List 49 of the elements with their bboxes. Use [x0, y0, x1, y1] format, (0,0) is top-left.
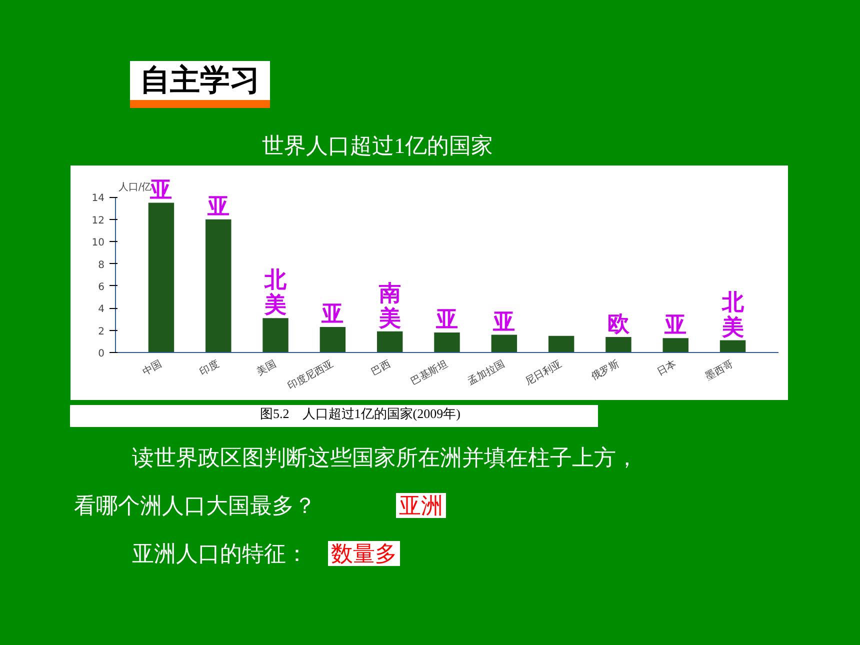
text: 亚洲人口的特征：: [132, 541, 308, 566]
y-tick-label: 12: [92, 215, 105, 226]
text: 读世界政区图判断这些国家所在洲并填在柱子上方，: [132, 444, 638, 472]
annotation: 亚: [492, 310, 516, 335]
annotation: 北美: [264, 268, 288, 318]
bar: [148, 202, 174, 352]
x-tick-label: 印度尼西亚: [286, 358, 336, 392]
x-tick-label: 孟加拉国: [466, 358, 507, 388]
y-tick-label: 4: [98, 304, 105, 316]
annotation: 北美: [720, 290, 745, 340]
annotation: 亚: [320, 302, 344, 327]
x-tick-label: 印度: [198, 358, 222, 378]
y-tick-label: 10: [92, 238, 105, 249]
chart-subtitle: 自主学习: [130, 61, 270, 108]
x-tick-label: 尼日利亚: [523, 358, 564, 388]
x-tick-label: 墨西哥: [704, 358, 736, 383]
annotation: 亚: [664, 313, 687, 338]
text: 看哪个洲人口大国最多？: [74, 493, 316, 518]
bar: [548, 336, 574, 352]
bar: [662, 338, 688, 352]
bar: [320, 326, 346, 352]
x-tick-label: 巴基斯坦: [408, 358, 450, 388]
bar: [206, 219, 232, 352]
bar: [720, 340, 746, 352]
annotation: 南美: [378, 281, 401, 332]
y-tick-label: 8: [98, 260, 105, 271]
text: 数量多: [328, 541, 400, 566]
y-tick-label: 2: [98, 326, 105, 338]
x-tick-label: 俄罗斯: [589, 358, 622, 383]
annotation: 亚: [149, 178, 172, 203]
annotation: 亚: [206, 194, 230, 220]
x-tick-label: 美国: [254, 358, 278, 378]
chart-title: 世界人口超过1亿的国家: [262, 132, 493, 160]
y-tick-label: 14: [92, 193, 105, 204]
bar: [376, 331, 403, 352]
bar: [434, 332, 460, 352]
x-tick-label: 巴西: [370, 358, 392, 378]
y-tick-label: 0: [98, 348, 105, 360]
bar: [491, 334, 518, 352]
caption: 图5.2 人口超过1亿的国家(2009年): [260, 405, 460, 423]
bar: [606, 336, 632, 352]
x-tick-label: 日本: [654, 358, 678, 378]
text: 亚洲: [396, 493, 446, 518]
annotation: 欧: [607, 312, 630, 337]
annotation: 亚: [435, 308, 458, 333]
y-tick-label: 6: [98, 282, 105, 293]
bar: [262, 318, 288, 352]
x-tick-label: 中国: [140, 358, 164, 378]
y-axis-title: 人口/亿: [118, 182, 152, 194]
